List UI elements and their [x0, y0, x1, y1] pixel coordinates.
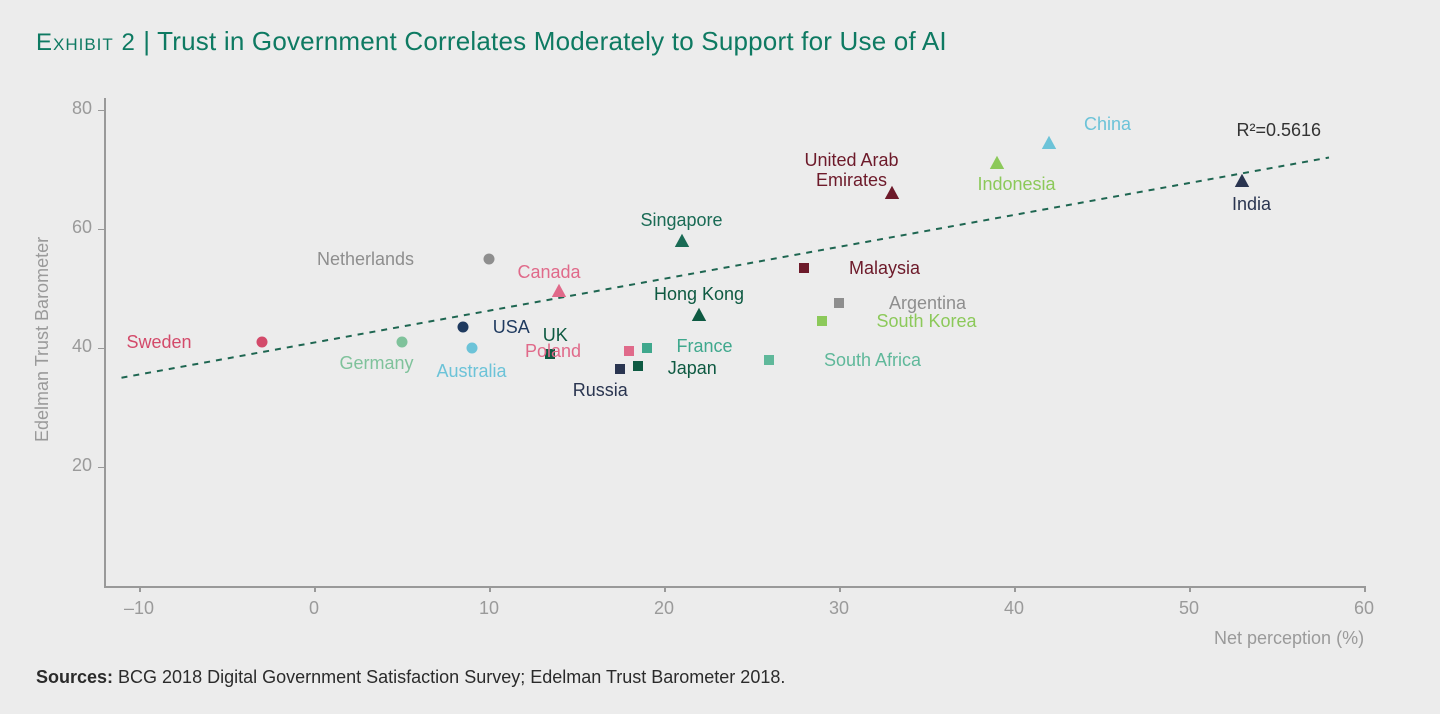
data-point-label: South Africa	[824, 351, 921, 371]
data-point-sweden	[252, 332, 272, 352]
data-point-label: Australia	[437, 362, 507, 382]
data-point-indonesia	[987, 153, 1007, 173]
data-point-hong-kong	[689, 305, 709, 325]
data-point-label: Netherlands	[317, 250, 414, 270]
data-point-label: South Korea	[877, 312, 977, 332]
data-point-germany	[392, 332, 412, 352]
exhibit-title: Exhibit 2 | Trust in Government Correlat…	[36, 26, 947, 57]
data-point-uk	[540, 344, 560, 364]
x-axis-title: Net perception (%)	[1214, 628, 1364, 649]
x-tick	[489, 586, 491, 592]
data-point-label: United ArabEmirates	[805, 151, 899, 191]
data-point-label: Singapore	[641, 211, 723, 231]
data-point-south-korea	[812, 311, 832, 331]
x-tick	[839, 586, 841, 592]
data-point-usa	[453, 317, 473, 337]
data-point-label: UK	[543, 326, 568, 346]
data-point-netherlands	[479, 249, 499, 269]
data-point-japan	[628, 356, 648, 376]
r-squared-label: R²=0.5616	[1237, 120, 1322, 141]
data-point-malaysia	[794, 258, 814, 278]
data-point-label: Poland	[525, 342, 581, 362]
x-tick	[1364, 586, 1366, 592]
data-point-label: India	[1232, 195, 1271, 215]
y-tick	[98, 348, 104, 350]
data-point-russia	[610, 359, 630, 379]
x-tick	[664, 586, 666, 592]
y-tick-label: 60	[44, 217, 92, 238]
x-axis-line	[104, 586, 1364, 588]
exhibit-container: { "title_exhibit": "Exhibit 2", "title_s…	[0, 0, 1440, 714]
x-tick-label: 10	[464, 598, 514, 619]
data-point-label: Hong Kong	[654, 285, 744, 305]
data-point-label: Japan	[668, 359, 717, 379]
data-point-china	[1039, 133, 1059, 153]
data-point-argentina	[829, 293, 849, 313]
data-point-poland	[619, 341, 639, 361]
x-tick	[139, 586, 141, 592]
y-axis-title: Edelman Trust Barometer	[32, 237, 53, 442]
data-point-canada	[549, 281, 569, 301]
data-point-label: Russia	[573, 381, 628, 401]
sources-lead: Sources:	[36, 667, 113, 687]
y-tick-label: 80	[44, 98, 92, 119]
data-point-india	[1232, 171, 1252, 191]
sources-line: Sources: BCG 2018 Digital Government Sat…	[36, 667, 785, 688]
y-tick	[98, 110, 104, 112]
data-point-label: France	[677, 337, 733, 357]
x-tick	[1189, 586, 1191, 592]
y-axis-line	[104, 98, 106, 586]
data-point-united-arab-emirates	[882, 183, 902, 203]
trend-line	[84, 78, 1384, 606]
title-separator: |	[136, 26, 157, 56]
data-point-australia	[462, 338, 482, 358]
data-point-label: Argentina	[889, 294, 966, 314]
sources-text: BCG 2018 Digital Government Satisfaction…	[113, 667, 785, 687]
data-point-france	[637, 338, 657, 358]
data-point-south-africa	[759, 350, 779, 370]
x-tick-label: 40	[989, 598, 1039, 619]
data-point-label: USA	[493, 318, 530, 338]
y-tick-label: 20	[44, 455, 92, 476]
x-tick	[314, 586, 316, 592]
data-point-label: Germany	[340, 354, 414, 374]
x-tick-label: 60	[1339, 598, 1389, 619]
data-point-label: China	[1084, 115, 1131, 135]
x-tick-label: 50	[1164, 598, 1214, 619]
exhibit-number: Exhibit 2	[36, 29, 136, 56]
x-tick-label: 0	[289, 598, 339, 619]
y-tick	[98, 229, 104, 231]
data-point-label: Malaysia	[849, 259, 920, 279]
x-tick	[1014, 586, 1016, 592]
x-tick-label: –10	[114, 598, 164, 619]
x-tick-label: 20	[639, 598, 689, 619]
exhibit-title-text: Trust in Government Correlates Moderatel…	[157, 26, 947, 56]
x-tick-label: 30	[814, 598, 864, 619]
data-point-label: Canada	[518, 263, 581, 283]
data-point-singapore	[672, 231, 692, 251]
data-point-label: Sweden	[127, 333, 192, 353]
data-point-label: Indonesia	[978, 175, 1056, 195]
y-tick	[98, 467, 104, 469]
